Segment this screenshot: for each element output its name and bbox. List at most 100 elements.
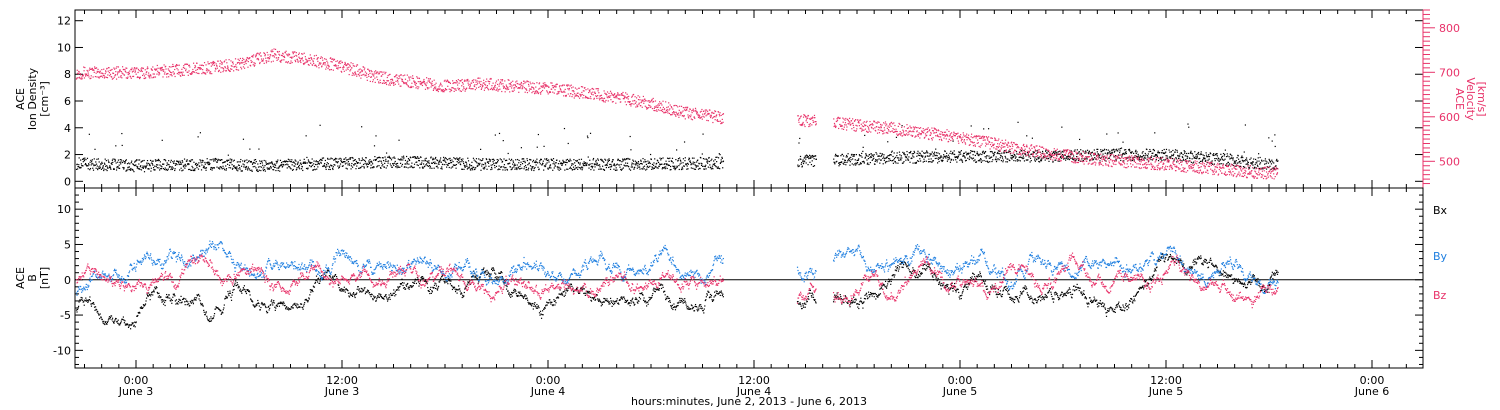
data-point xyxy=(364,161,367,163)
data-point xyxy=(291,61,293,64)
data-point xyxy=(233,165,235,167)
data-point xyxy=(552,163,554,165)
data-point xyxy=(188,163,190,165)
data-point xyxy=(376,165,379,167)
data-point xyxy=(803,124,805,126)
data-point xyxy=(238,164,240,167)
data-point xyxy=(1254,158,1257,161)
data-point xyxy=(91,159,93,161)
data-point xyxy=(300,162,302,164)
data-point xyxy=(909,152,912,154)
data-point xyxy=(630,103,632,105)
data-point xyxy=(714,159,716,161)
data-point xyxy=(193,71,195,73)
data-point xyxy=(341,165,343,167)
data-point xyxy=(223,169,226,171)
data-point xyxy=(310,165,313,167)
data-point xyxy=(800,158,802,160)
data-point xyxy=(873,154,875,156)
data-point xyxy=(978,159,981,161)
data-point xyxy=(352,63,354,65)
data-point xyxy=(594,164,596,166)
data-point xyxy=(893,159,895,161)
data-point xyxy=(642,99,644,101)
data-point xyxy=(1120,147,1123,149)
data-point xyxy=(147,74,149,76)
data-point xyxy=(649,153,652,156)
data-point xyxy=(468,87,470,89)
data-point xyxy=(518,162,520,164)
data-point xyxy=(940,156,942,158)
data-point xyxy=(429,81,431,83)
data-point xyxy=(97,167,99,170)
data-point xyxy=(1025,159,1027,161)
data-point xyxy=(246,57,249,59)
data-point xyxy=(716,119,718,122)
data-point xyxy=(168,160,170,162)
data-point xyxy=(1016,153,1018,155)
data-point xyxy=(457,79,459,81)
data-point xyxy=(486,168,488,170)
data-point xyxy=(145,77,147,79)
data-point xyxy=(991,160,993,163)
data-point xyxy=(148,76,150,78)
data-point xyxy=(125,77,127,79)
data-point xyxy=(171,75,173,77)
data-point xyxy=(1002,159,1004,161)
data-point xyxy=(372,166,374,168)
data-point xyxy=(487,162,490,164)
data-point xyxy=(1043,155,1045,157)
data-point xyxy=(218,69,220,71)
data-point xyxy=(490,78,492,80)
data-point xyxy=(930,158,932,160)
data-point xyxy=(855,130,857,132)
data-point xyxy=(175,64,177,67)
data-point xyxy=(251,163,254,165)
data-point xyxy=(151,160,153,162)
data-point xyxy=(660,110,663,112)
data-point xyxy=(1099,157,1101,159)
data-point xyxy=(227,159,229,161)
data-point xyxy=(557,166,559,168)
data-point xyxy=(362,66,365,68)
data-point xyxy=(1057,151,1060,153)
data-point xyxy=(527,167,530,169)
data-point xyxy=(436,159,438,161)
data-point xyxy=(864,134,866,137)
data-point xyxy=(1157,152,1159,154)
data-point xyxy=(339,165,341,167)
data-point xyxy=(912,162,914,164)
data-point xyxy=(336,158,338,160)
data-point xyxy=(1187,123,1189,125)
data-point xyxy=(467,167,469,169)
data-point xyxy=(714,110,716,112)
data-point xyxy=(483,168,485,170)
data-point xyxy=(621,168,623,170)
data-point xyxy=(984,151,986,154)
data-point xyxy=(708,160,711,163)
data-point xyxy=(494,134,496,136)
data-point xyxy=(241,170,243,172)
data-point xyxy=(216,65,218,67)
data-point xyxy=(213,167,215,169)
data-point xyxy=(373,71,376,73)
data-point xyxy=(576,159,578,162)
data-point xyxy=(293,55,296,57)
data-point xyxy=(227,68,229,70)
data-point xyxy=(350,62,352,64)
data-point xyxy=(308,161,310,163)
data-point xyxy=(535,160,537,162)
data-point xyxy=(720,161,722,163)
data-point xyxy=(192,62,195,64)
data-point xyxy=(387,75,389,77)
data-point xyxy=(1250,157,1252,159)
data-point xyxy=(569,95,571,97)
data-point xyxy=(343,70,345,72)
data-point xyxy=(940,159,942,161)
data-point xyxy=(598,92,600,94)
data-point xyxy=(282,53,284,55)
data-point xyxy=(411,166,413,168)
data-point xyxy=(236,69,238,71)
data-point xyxy=(1172,155,1174,157)
data-point xyxy=(384,82,387,84)
